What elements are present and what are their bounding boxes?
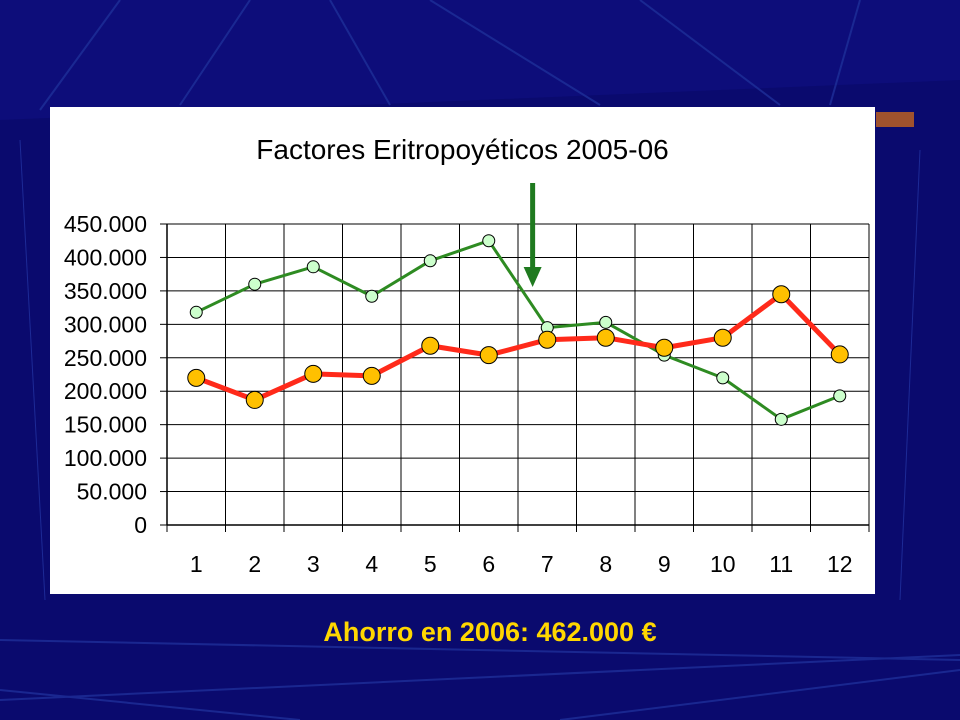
series-red-point (187, 368, 206, 387)
series-red-line (195, 291, 842, 403)
x-tick-label: 2 (248, 551, 261, 577)
x-tick-label: 7 (541, 551, 554, 577)
series-red-point (245, 390, 264, 409)
series-red-point (655, 338, 674, 357)
series-red-point (596, 328, 615, 347)
accent-tab (876, 112, 914, 127)
x-tick-label: 1 (190, 551, 203, 577)
series-green-point (716, 371, 730, 385)
series-green-point (189, 305, 203, 319)
series-green-point (482, 234, 496, 248)
series-red-point (421, 336, 440, 355)
series-red-point (362, 366, 381, 385)
series-red-point (713, 328, 732, 347)
series-red-point (479, 346, 498, 365)
series-green-line (195, 239, 841, 421)
annotation-arrow-head (523, 267, 542, 287)
x-tick-label: 10 (710, 551, 736, 577)
x-tick-label: 6 (482, 551, 495, 577)
y-tick-label: 350.000 (64, 278, 147, 304)
series-green-point (423, 254, 437, 268)
series-green-point (774, 412, 788, 426)
series-green-point (833, 389, 847, 403)
y-tick-label: 400.000 (64, 244, 147, 270)
x-tick-label: 3 (307, 551, 320, 577)
y-tick-label: 100.000 (64, 445, 147, 471)
x-tick-label: 8 (599, 551, 612, 577)
series-green-point (248, 277, 262, 291)
series-red-point (830, 345, 849, 364)
x-tick-label: 12 (827, 551, 853, 577)
x-tick-label: 11 (769, 551, 793, 577)
chart-panel: Factores Eritropoyéticos 2005-06 0 50.000… (50, 107, 875, 594)
line-chart: 0 50.000 100.000 150.000 200.000 250.000 300.0… (64, 183, 870, 577)
savings-caption: Ahorro en 2006: 462.000 € (323, 617, 657, 647)
series-red-point (772, 285, 791, 304)
series-green-point (365, 289, 379, 303)
y-tick-label: 150.000 (64, 412, 147, 438)
x-tick-label: 4 (365, 551, 378, 577)
series-red-point (304, 364, 323, 383)
y-tick-label: 0 (134, 512, 147, 538)
series-green-point (306, 260, 320, 274)
y-tick-label: 200.000 (64, 378, 147, 404)
chart-title: Factores Eritropoyéticos 2005-06 (256, 134, 669, 165)
x-tick-label: 5 (424, 551, 437, 577)
series-red-point (538, 330, 557, 349)
y-tick-label: 450.000 (64, 211, 147, 237)
y-tick-label: 50.000 (77, 479, 147, 505)
y-tick-label: 250.000 (64, 345, 147, 371)
series-green-point (599, 315, 613, 329)
y-tick-label: 300.000 (64, 311, 147, 337)
x-tick-label: 9 (658, 551, 671, 577)
